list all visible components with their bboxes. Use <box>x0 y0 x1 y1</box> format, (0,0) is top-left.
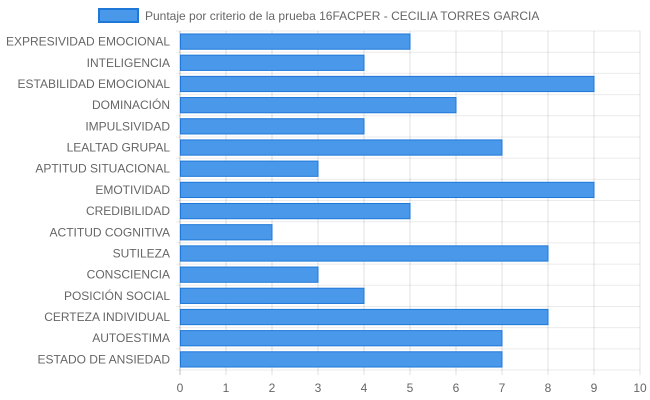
y-category-label: DOMINACIÓN <box>92 97 170 112</box>
legend-swatch <box>98 8 139 23</box>
x-tick-label: 4 <box>361 381 368 395</box>
bar[interactable] <box>180 287 365 304</box>
bar[interactable] <box>180 33 411 50</box>
bar[interactable] <box>180 54 365 71</box>
y-category-label: CREDIBILIDAD <box>86 204 170 218</box>
y-category-label: ESTADO DE ANSIEDAD <box>38 352 171 366</box>
y-category-label: ACTITUD COGNITIVA <box>50 225 170 239</box>
y-category-label: POSICIÓN SOCIAL <box>64 288 170 303</box>
y-category-label: AUTOESTIMA <box>92 331 170 345</box>
y-category-label: LEALTAD GRUPAL <box>67 141 171 155</box>
x-tick-label: 7 <box>499 381 506 395</box>
bar[interactable] <box>180 139 503 156</box>
x-tick-label: 2 <box>269 381 276 395</box>
bar[interactable] <box>180 308 549 326</box>
bar[interactable] <box>180 202 411 220</box>
bar[interactable] <box>180 181 595 199</box>
bar[interactable] <box>180 75 595 93</box>
x-tick-label: 1 <box>223 381 230 395</box>
legend[interactable]: Puntaje por criterio de la prueba 16FACP… <box>98 8 539 23</box>
x-tick-label: 10 <box>633 381 647 395</box>
x-tick-label: 0 <box>177 381 184 395</box>
x-axis-labels: 0 1 2 3 4 5 6 7 8 9 10 <box>177 381 647 395</box>
y-category-label: IMPULSIVIDAD <box>85 119 170 133</box>
legend-label: Puntaje por criterio de la prueba 16FACP… <box>145 9 539 23</box>
y-category-label: INTELIGENCIA <box>87 56 170 70</box>
bar[interactable] <box>180 266 319 283</box>
x-tick-label: 8 <box>545 381 552 395</box>
x-tick-label: 3 <box>315 381 322 395</box>
x-tick-label: 9 <box>591 381 598 395</box>
y-category-label: ESTABILIDAD EMOCIONAL <box>18 77 171 91</box>
bar[interactable] <box>180 330 503 347</box>
bar[interactable] <box>180 97 457 114</box>
bar[interactable] <box>180 245 549 262</box>
bars <box>180 33 595 368</box>
y-category-label: EMOTIVIDAD <box>95 183 170 197</box>
x-tick-label: 6 <box>453 381 460 395</box>
bar[interactable] <box>180 160 319 177</box>
x-tick-label: 5 <box>407 381 414 395</box>
y-axis-labels: EXPRESIVIDAD EMOCIONAL INTELIGENCIA ESTABI… <box>6 35 170 367</box>
y-category-label: EXPRESIVIDAD EMOCIONAL <box>6 35 170 49</box>
y-category-label: APTITUD SITUACIONAL <box>35 162 170 176</box>
y-category-label: SUTILEZA <box>113 246 170 260</box>
y-category-label: CONSCIENCIA <box>87 268 170 282</box>
bar[interactable] <box>180 351 503 368</box>
bar[interactable] <box>180 224 273 241</box>
bar[interactable] <box>180 118 365 135</box>
y-category-label: CERTEZA INDIVIDUAL <box>44 310 170 324</box>
